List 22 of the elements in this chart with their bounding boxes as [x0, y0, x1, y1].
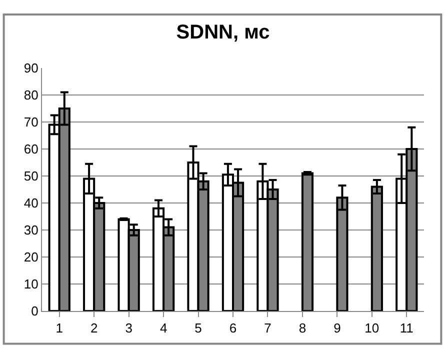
y-tick-label: 70 [24, 114, 38, 130]
x-tick-label: 6 [229, 320, 237, 336]
x-tick-label: 8 [298, 320, 306, 336]
y-tick-label: 30 [24, 222, 38, 238]
x-tick-label: 1 [56, 320, 63, 336]
y-tick-label: 50 [24, 168, 38, 184]
y-tick-label: 60 [24, 142, 38, 157]
y-tick-label: 10 [24, 276, 38, 292]
y-tick-label: 90 [24, 60, 38, 76]
x-tick-label: 9 [334, 320, 341, 336]
y-tick-label: 40 [24, 196, 38, 211]
y-tick-label: 20 [24, 250, 38, 265]
chart-title: SDNN, мс [176, 21, 270, 44]
x-tick-label: 2 [90, 320, 98, 336]
x-tick-label: 11 [400, 320, 414, 336]
x-tick-label: 7 [264, 320, 272, 336]
x-tick-label: 3 [125, 320, 132, 336]
x-tick-label: 10 [364, 320, 380, 336]
y-tick-label: 0 [31, 304, 38, 319]
y-tick-label: 80 [24, 88, 38, 103]
x-tick-label: 5 [194, 320, 202, 336]
x-tick-label: 4 [160, 320, 168, 336]
